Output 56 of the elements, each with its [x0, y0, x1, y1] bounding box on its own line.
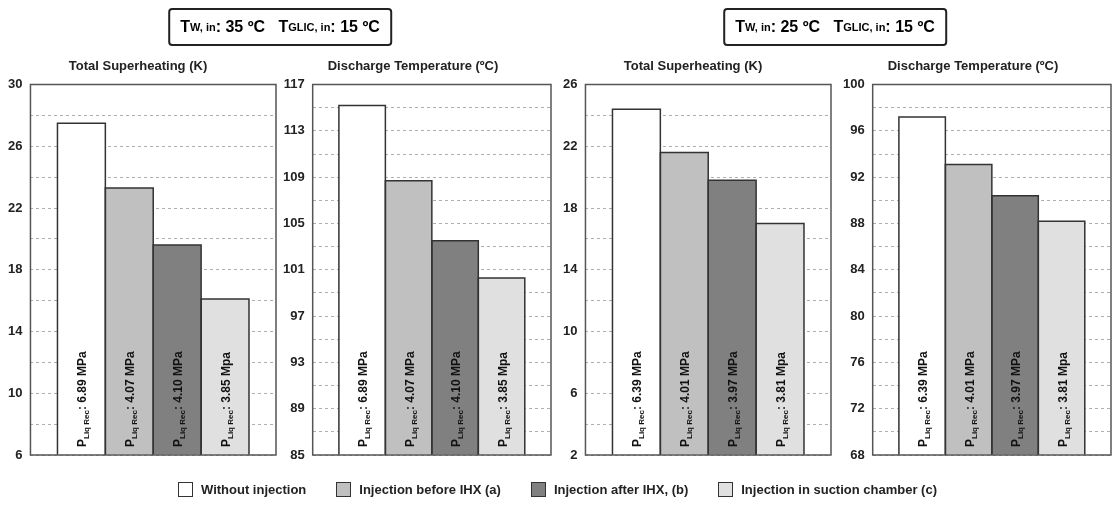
y-tick-label: 89 — [290, 400, 305, 416]
y-tick-label: 30 — [7, 76, 23, 92]
y-tick-label: 117 — [283, 76, 305, 92]
y-tick-label: 113 — [283, 122, 305, 138]
legend-label: Injection before IHX (a) — [359, 482, 501, 497]
y-tick-label: 85 — [290, 446, 305, 462]
y-tick-label: 22 — [562, 137, 578, 153]
y-tick-label: 18 — [562, 199, 578, 215]
chart-title: Discharge Temperature (ºC) — [327, 58, 499, 74]
chart-title: Discharge Temperature (ºC) — [887, 58, 1059, 74]
annotation: PLiq Rec: 4.07 MPa — [123, 351, 140, 447]
annotation: PLiq Rec: 4.07 MPa — [402, 351, 419, 447]
text: Without injection — [201, 482, 307, 497]
y-tick-label: 101 — [282, 261, 305, 277]
y-tick-label: 10 — [562, 323, 578, 339]
y-tick-label: 14 — [562, 261, 579, 277]
annotation: PLiq Rec: 3.97 MPa — [1009, 351, 1026, 447]
legend-label: Injection after IHX, (b) — [553, 482, 689, 497]
y-tick-label: 10 — [7, 384, 23, 400]
y-tick-label: 68 — [850, 446, 865, 462]
y-tick-label: 18 — [7, 261, 23, 277]
y-tick-label: 72 — [850, 400, 865, 416]
y-tick-label: 100 — [842, 76, 865, 92]
y-tick-label: 105 — [282, 215, 305, 231]
y-tick-label: 76 — [850, 353, 865, 369]
annotation: PLiq Rec: 4.01 MPa — [678, 351, 695, 447]
annotation: PLiq Rec: 4.01 MPa — [962, 351, 979, 447]
y-tick-label: 93 — [290, 353, 305, 369]
y-tick-label: 6 — [570, 384, 578, 400]
legend-label: Injection in suction chamber (c) — [741, 482, 937, 497]
y-tick-label: 14 — [7, 323, 24, 339]
annotation: PLiq Rec: 4.10 MPa — [171, 351, 188, 447]
y-tick-label: 92 — [850, 168, 865, 184]
chart-title: Total Superheating (K) — [623, 58, 763, 74]
annotation: PLiq Rec: 6.39 MPa — [630, 351, 647, 447]
y-tick-label: 2 — [570, 446, 578, 462]
chart-title: Total Superheating (K) — [68, 58, 208, 74]
annotation: PLiq Rec: 6.89 MPa — [356, 351, 373, 447]
annotation: PLiq Rec: 4.10 MPa — [449, 351, 466, 447]
y-tick-label: 26 — [7, 137, 23, 153]
annotation: PLiq Rec: 3.85 Mpa — [219, 351, 236, 447]
annotation: PLiq Rec: 3.81 Mpa — [1055, 351, 1072, 447]
y-tick-label: 88 — [850, 215, 865, 231]
y-tick-label: 22 — [7, 199, 23, 215]
annotation: PLiq Rec: 3.97 MPa — [726, 351, 743, 447]
y-tick-label: 96 — [850, 122, 865, 138]
annotation: PLiq Rec: 6.39 MPa — [916, 351, 933, 447]
y-tick-label: 84 — [850, 261, 866, 277]
y-tick-label: 26 — [562, 76, 578, 92]
y-tick-label: 6 — [15, 446, 23, 462]
annotation: PLiq Rec: 6.89 MPa — [75, 351, 92, 447]
y-tick-label: 109 — [282, 168, 305, 184]
y-tick-label: 80 — [850, 307, 865, 323]
y-tick-label: 97 — [290, 307, 305, 323]
annotation: PLiq Rec: 3.85 Mpa — [495, 351, 512, 447]
annotation: PLiq Rec: 3.81 Mpa — [774, 351, 791, 447]
